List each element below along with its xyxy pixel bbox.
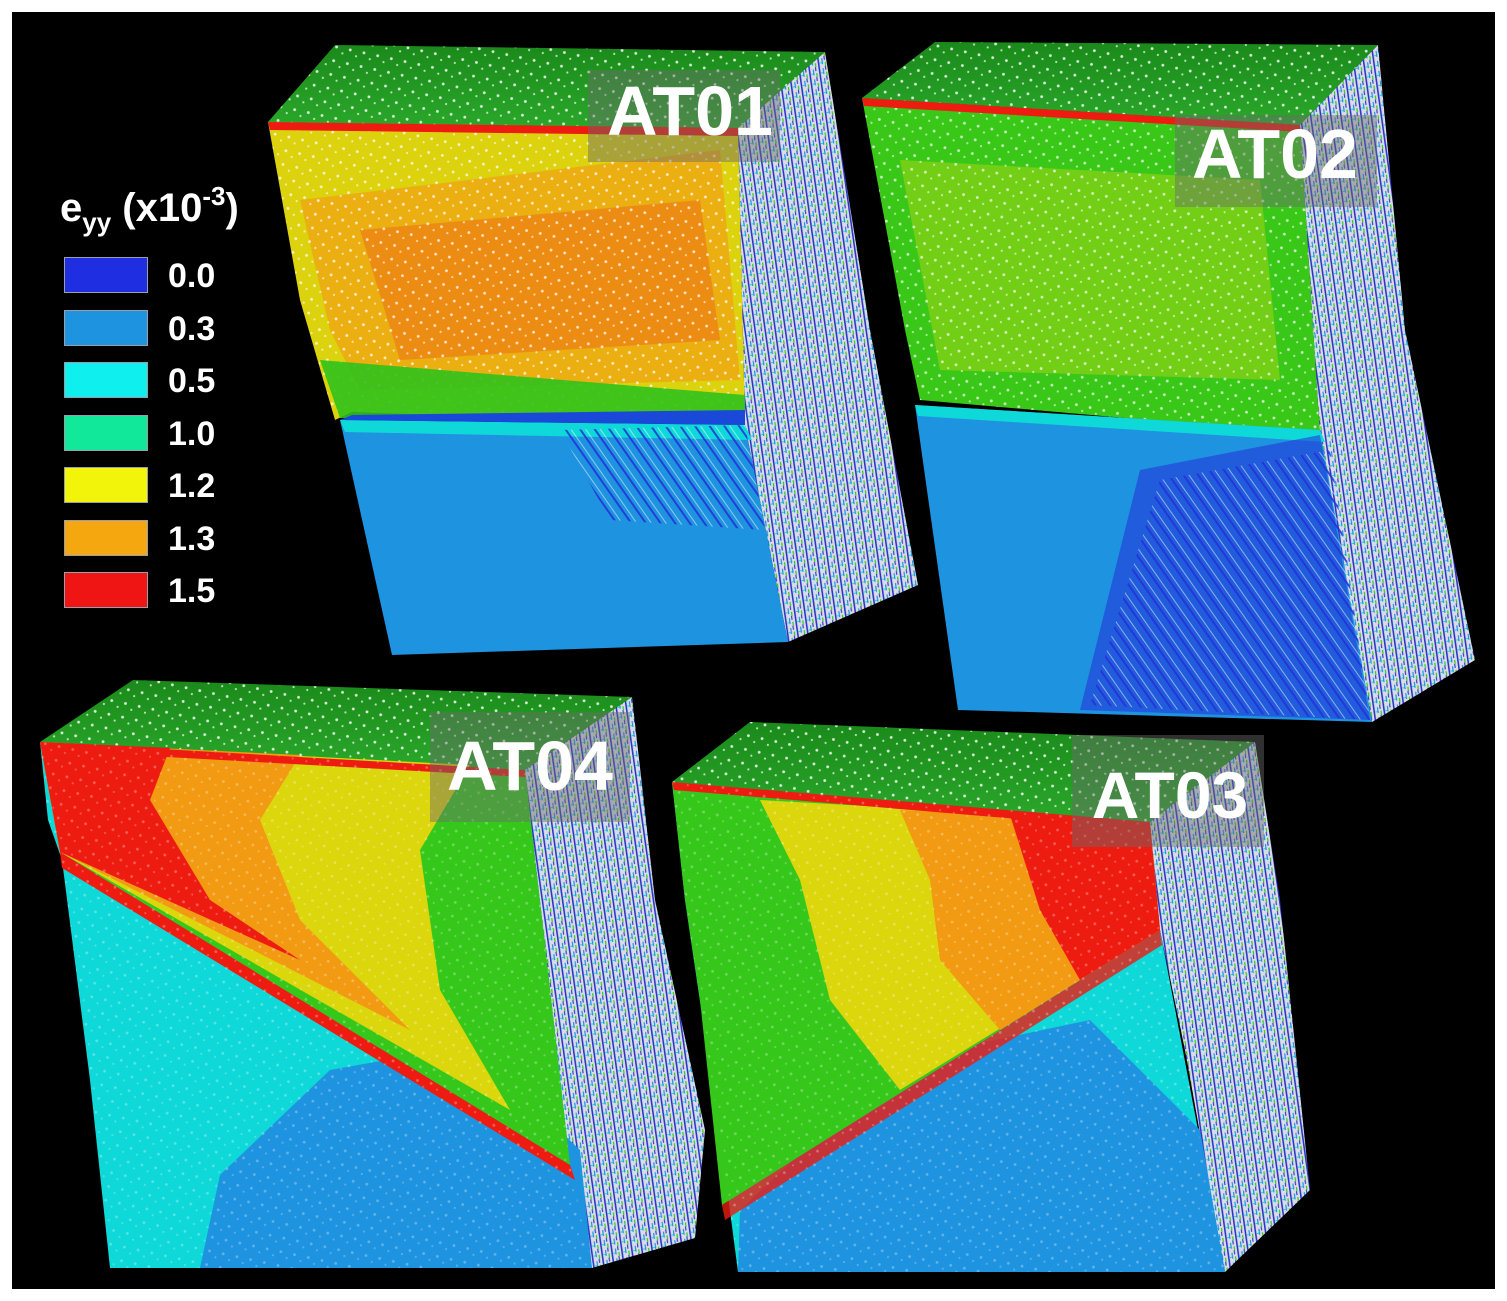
specimen-label-at03: AT03 [1092, 758, 1249, 832]
legend-title-subscript: yy [82, 207, 112, 237]
legend-label: 0.5 [168, 362, 216, 400]
legend-entry: 1.0 [64, 414, 294, 455]
legend-label: 0.0 [168, 257, 216, 295]
legend-title-unit-open: (x10 [111, 186, 203, 230]
specimen-at02 [862, 42, 1475, 722]
legend-label: 1.3 [168, 519, 216, 558]
legend-entry: 1.2 [64, 467, 294, 507]
specimen-at04 [40, 680, 705, 1268]
specimen-label-at01: AT01 [607, 72, 773, 150]
legend-title: eyy (x10-3) [60, 183, 239, 235]
specimen-label-at04: AT04 [447, 727, 613, 805]
specimen-at01 [268, 45, 918, 655]
legend-label: 1.5 [168, 572, 216, 610]
legend-entry: 0.0 [64, 257, 294, 297]
legend-label: 1.0 [168, 414, 216, 453]
legend-swatch [64, 414, 148, 451]
legend-swatch [64, 572, 148, 608]
legend-swatch [64, 362, 148, 398]
legend-swatch [64, 519, 148, 556]
specimen-label-at02: AT02 [1192, 115, 1358, 193]
legend-entry: 1.5 [64, 572, 294, 612]
legend-swatch [64, 467, 148, 503]
legend-swatch [64, 309, 148, 346]
legend-label: 0.3 [168, 309, 216, 348]
color-legend: eyy (x10-3) 0.0 0.3 0.5 1.0 1.2 1.3 1.5 [50, 175, 300, 615]
legend-swatch [64, 257, 148, 293]
legend-title-symbol: e [60, 186, 83, 230]
legend-entry: 0.5 [64, 362, 294, 402]
legend-title-superscript: -3 [202, 181, 226, 211]
legend-entry: 1.3 [64, 519, 294, 560]
legend-label: 1.2 [168, 467, 216, 505]
specimen-at03 [672, 722, 1310, 1272]
legend-entry: 0.3 [64, 309, 294, 350]
legend-title-unit-close: ) [225, 186, 239, 230]
